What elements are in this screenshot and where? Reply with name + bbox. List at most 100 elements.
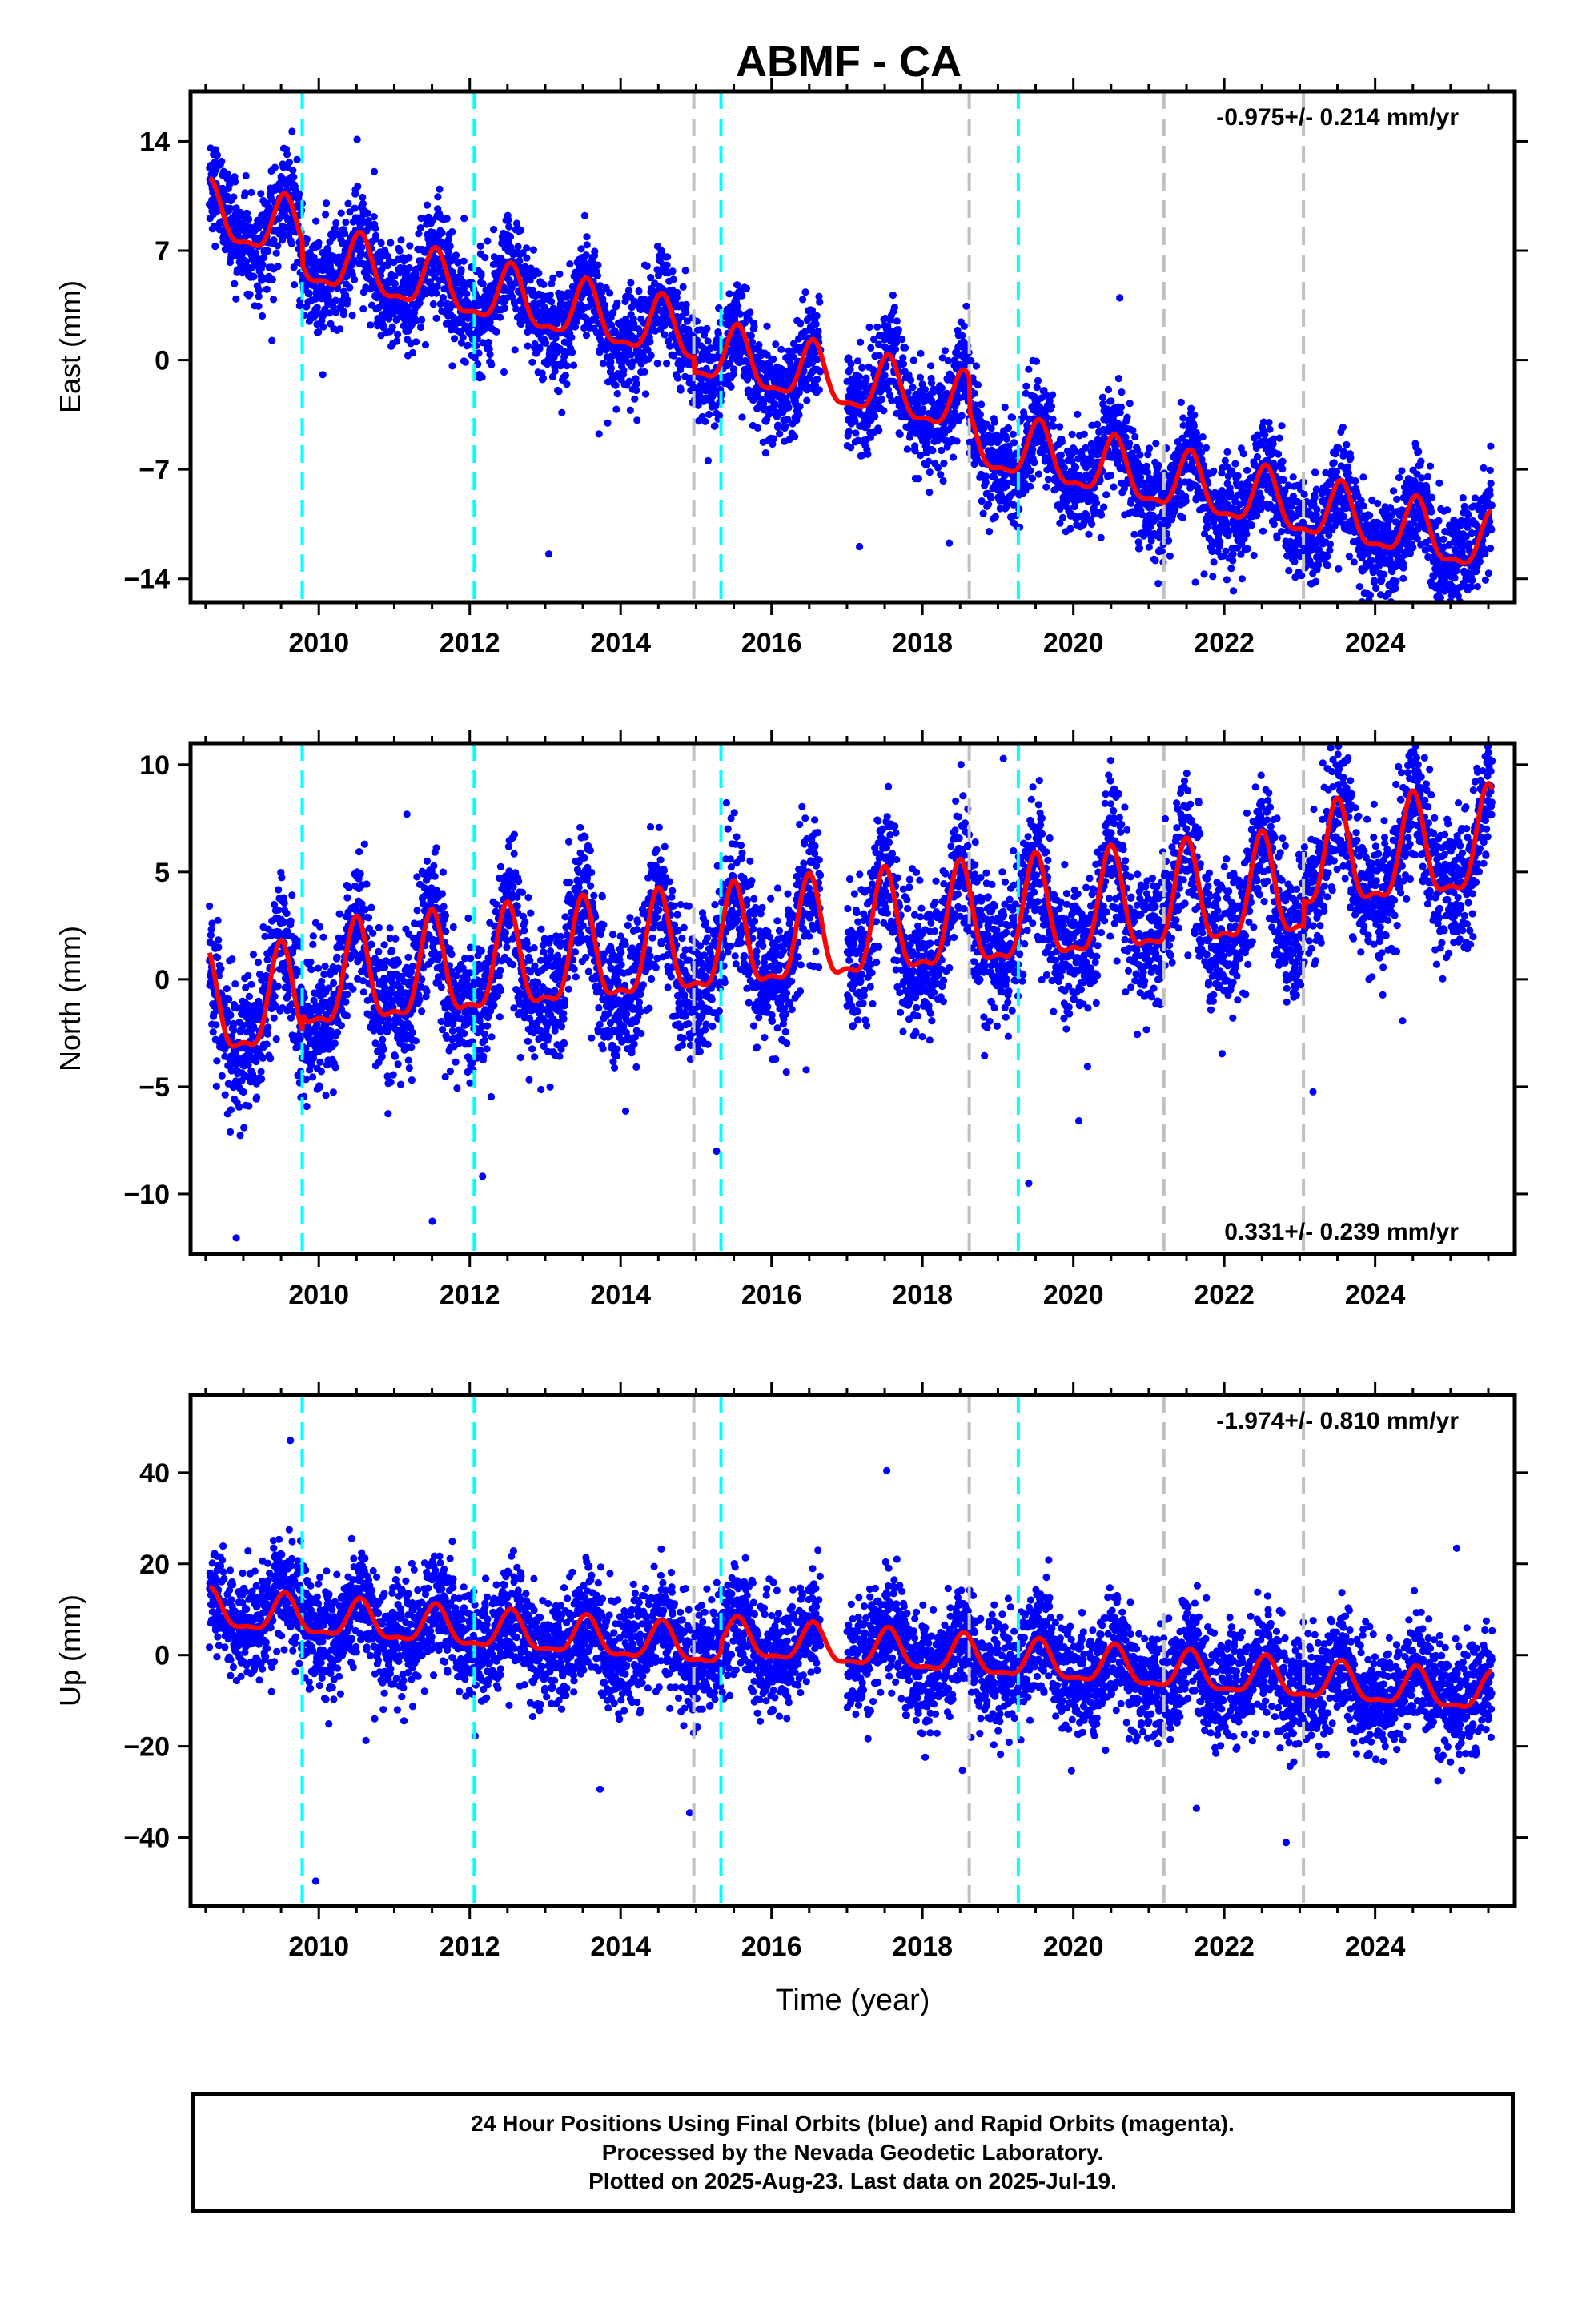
data-point: [566, 260, 574, 268]
data-point: [270, 236, 278, 244]
data-point: [1312, 485, 1320, 493]
data-point: [971, 401, 979, 409]
data-point: [260, 253, 268, 262]
data-point: [481, 254, 489, 262]
data-point: [799, 296, 807, 304]
data-point: [436, 300, 444, 308]
data-point: [875, 427, 883, 435]
data-point: [359, 199, 367, 207]
data-point: [631, 395, 639, 403]
data-point: [448, 362, 456, 370]
data-point: [771, 400, 779, 408]
data-point: [416, 299, 424, 307]
data-point: [704, 337, 712, 345]
data-point: [412, 316, 420, 324]
data-point: [448, 268, 456, 276]
data-point: [847, 444, 855, 452]
data-point: [1107, 472, 1115, 480]
data-point: [937, 471, 945, 479]
data-point: [663, 261, 671, 269]
data-point: [568, 348, 576, 356]
data-point: [1034, 470, 1043, 478]
data-point: [632, 386, 640, 395]
data-point: [972, 362, 980, 370]
data-point: [452, 251, 460, 259]
data-point: [271, 163, 279, 171]
data-point: [1143, 468, 1152, 476]
data-point: [461, 358, 469, 366]
data-point: [1311, 468, 1319, 476]
data-point: [796, 403, 804, 411]
data-point: [1223, 520, 1231, 528]
data-point: [1056, 423, 1064, 431]
data-point: [1253, 452, 1262, 461]
data-point: [1136, 473, 1145, 481]
data-point: [776, 430, 784, 438]
data-point: [548, 297, 556, 305]
data-point: [344, 199, 352, 207]
data-point: [549, 274, 557, 282]
data-point: [851, 417, 859, 425]
data-point: [479, 279, 487, 288]
data-point: [898, 336, 906, 344]
data-point: [1291, 557, 1299, 566]
data-point: [949, 453, 958, 461]
data-point: [926, 468, 934, 476]
data-point: [496, 313, 504, 321]
data-point: [474, 360, 482, 368]
data-point: [1032, 357, 1041, 365]
data-point: [246, 291, 254, 299]
data-point: [1151, 557, 1159, 565]
data-point: [416, 323, 425, 332]
data-point: [591, 247, 599, 255]
data-point: [1182, 497, 1190, 505]
data-point: [1130, 530, 1138, 538]
data-point: [938, 384, 946, 392]
data-point: [1179, 414, 1187, 422]
data-point: [255, 302, 263, 310]
data-point: [1200, 570, 1208, 578]
data-point: [753, 424, 762, 432]
data-point: [270, 296, 278, 304]
data-point: [982, 478, 990, 487]
data-point: [257, 190, 265, 198]
data-point: [1147, 537, 1155, 545]
data-point: [1116, 408, 1124, 416]
data-point: [714, 329, 722, 338]
data-point: [254, 224, 263, 232]
data-point: [670, 352, 678, 360]
data-point: [336, 325, 344, 333]
data-point: [556, 270, 564, 278]
data-point: [1197, 448, 1205, 456]
data-point: [1273, 534, 1281, 542]
data-point: [704, 456, 713, 465]
data-point: [1247, 521, 1255, 529]
data-point: [1289, 493, 1297, 501]
data-point: [1311, 493, 1319, 501]
data-point: [1044, 476, 1052, 484]
data-point: [711, 422, 719, 430]
data-point: [921, 385, 929, 393]
data-point: [877, 396, 885, 404]
data-point: [211, 222, 219, 230]
data-point: [1154, 580, 1162, 588]
data-point: [755, 341, 763, 349]
data-point: [1136, 451, 1144, 459]
data-point: [867, 344, 875, 352]
data-point: [579, 291, 587, 299]
data-point: [694, 401, 702, 409]
data-point: [1312, 577, 1320, 585]
data-point: [353, 135, 361, 143]
data-point: [1166, 552, 1174, 560]
data-point: [789, 340, 798, 348]
data-point: [516, 227, 525, 235]
data-point: [415, 230, 423, 238]
data-point: [259, 312, 267, 320]
data-point: [1289, 473, 1297, 481]
data-point: [446, 242, 454, 251]
data-point: [331, 225, 339, 233]
data-point: [817, 368, 825, 376]
data-point: [846, 365, 854, 373]
data-point: [312, 217, 320, 225]
data-point: [938, 446, 946, 455]
